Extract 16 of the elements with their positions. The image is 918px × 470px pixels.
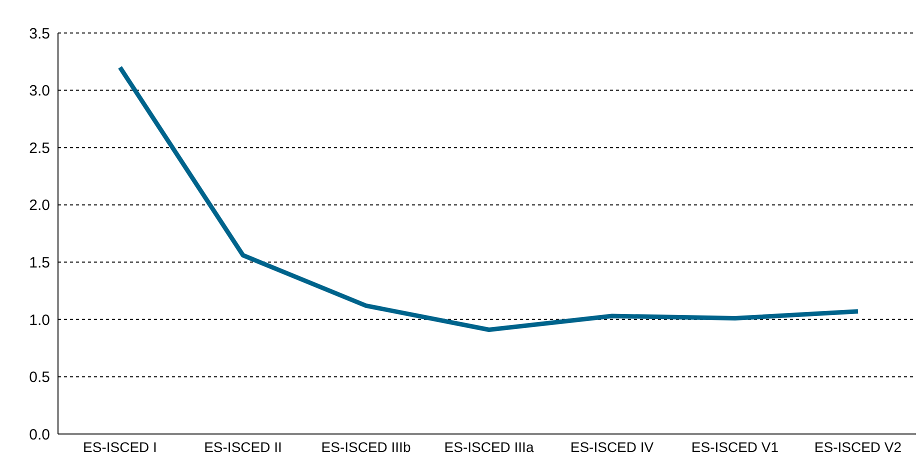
x-tick-label: ES-ISCED II [204,438,282,455]
y-tick-label: 3.5 [29,25,50,42]
y-tick-label: 2.0 [29,197,50,214]
x-tick-label: ES-ISCED V2 [814,438,902,455]
x-tick-label: ES-ISCED V1 [691,438,779,455]
x-tick-label: ES-ISCED IV [570,438,654,455]
x-tick-label: ES-ISCED IIIa [444,438,534,455]
y-tick-label: 0.0 [29,426,50,444]
y-tick-label: 0.5 [29,369,50,386]
x-tick-label: ES-ISCED IIIb [321,438,411,455]
y-tick-label: 2.5 [29,140,50,157]
line-series [118,65,860,332]
y-tick-label: 1.5 [29,254,50,272]
y-tick-label: 1.0 [29,312,50,329]
x-tick-label: ES-ISCED I [83,438,157,455]
y-tick-label: 3.0 [29,82,50,100]
